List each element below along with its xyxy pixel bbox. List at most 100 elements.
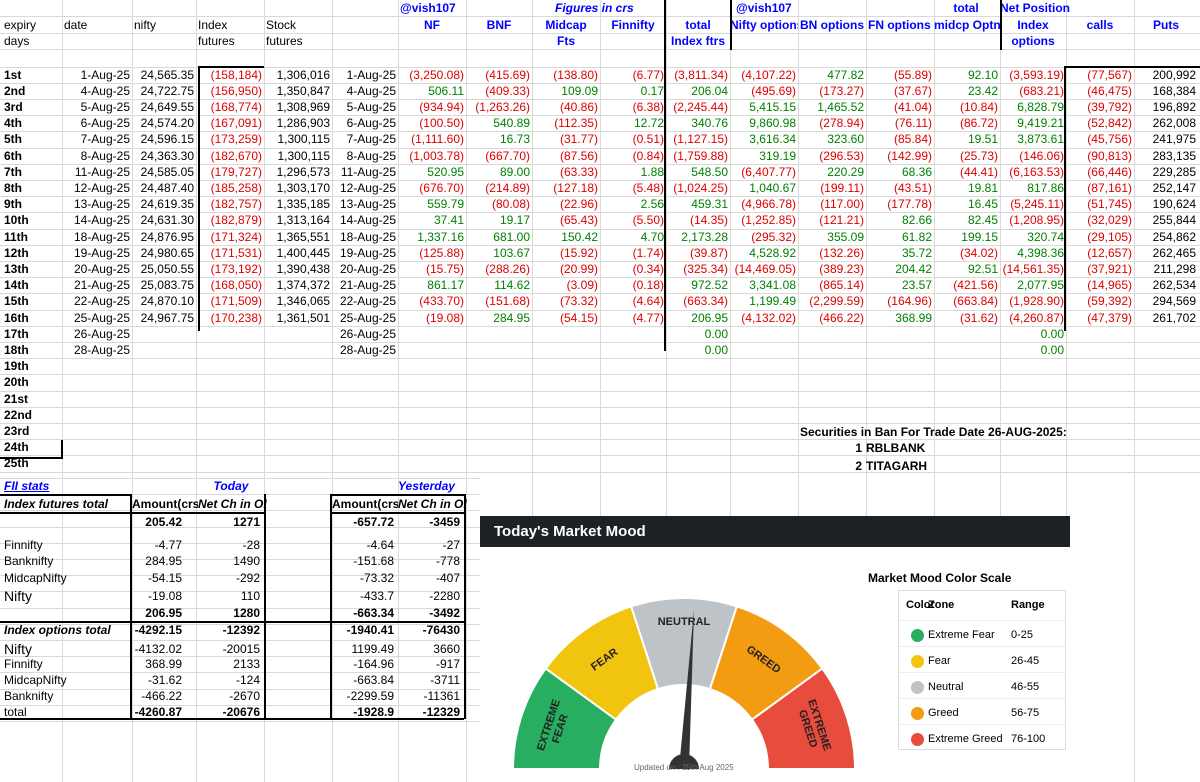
finnifty-cell[interactable]: (4.64) [632, 294, 664, 308]
fii-today-amount[interactable]: -19.08 [147, 589, 182, 603]
midcp-options-cell[interactable]: (421.56) [953, 278, 998, 292]
stock-futures-cell[interactable]: 1,300,115 [277, 149, 331, 163]
puts-cell[interactable]: 190,624 [1152, 197, 1196, 211]
index-options-cell[interactable]: 6,828.79 [1017, 100, 1064, 114]
date-cell[interactable]: 26-Aug-25 [339, 327, 396, 341]
fii-today-change[interactable]: 1271 [233, 515, 260, 529]
stock-futures-cell[interactable]: 1,306,016 [276, 68, 330, 82]
date-cell[interactable]: 20-Aug-25 [339, 262, 396, 276]
header-handle[interactable]: @vish107 [400, 1, 456, 15]
ban-item-number[interactable]: 1 [855, 441, 862, 455]
nifty-options-cell[interactable]: (4,107.22) [741, 68, 796, 82]
date-cell[interactable]: 11-Aug-25 [74, 165, 130, 179]
nf-cell[interactable]: (1,111.60) [411, 132, 464, 146]
nifty-cell[interactable]: 24,487.40 [140, 181, 194, 195]
fii-yesterday-amount[interactable]: -4.64 [366, 538, 394, 552]
nifty-options-cell[interactable]: (495.69) [751, 84, 796, 98]
finnifty-cell[interactable]: 12.72 [633, 116, 664, 130]
stock-futures-cell[interactable]: 1,361,501 [276, 311, 330, 325]
puts-cell[interactable]: 283,135 [1152, 149, 1196, 163]
fii-yesterday-change[interactable]: -3492 [429, 606, 460, 620]
index-futures-cell[interactable]: (158,184) [210, 68, 262, 82]
nf-cell[interactable]: (19.08) [425, 311, 464, 325]
fn-options-cell[interactable]: (164.96) [887, 294, 932, 308]
fii-yesterday-change[interactable]: -407 [435, 571, 460, 585]
midcap-cell[interactable]: (40.86) [559, 100, 598, 114]
fn-options-cell[interactable]: 368.99 [895, 311, 932, 325]
bn-options-cell[interactable]: 1,465.52 [817, 100, 864, 114]
bnf-cell[interactable]: (415.69) [485, 68, 530, 82]
calls-cell[interactable]: (46,475) [1087, 84, 1132, 98]
expiry-day-label[interactable]: 14th [4, 278, 29, 292]
fii-yesterday-amount[interactable]: -1940.41 [346, 623, 394, 637]
header-days[interactable]: days [4, 34, 30, 48]
stock-futures-cell[interactable]: 1,400,445 [276, 246, 330, 260]
fii-yesterday-amount[interactable]: -2299.59 [346, 689, 394, 703]
date-cell[interactable]: 13-Aug-25 [339, 197, 396, 211]
date-cell[interactable]: 14-Aug-25 [339, 213, 396, 227]
nf-cell[interactable]: 1,337.16 [417, 230, 464, 244]
finnifty-cell[interactable]: (6.77) [632, 68, 664, 82]
fii-today-change[interactable]: 1490 [233, 554, 260, 568]
index-options-cell[interactable]: (146.06) [1019, 149, 1064, 163]
fii-stats-title[interactable]: FII stats [4, 479, 50, 493]
date-cell[interactable]: 19-Aug-25 [339, 246, 396, 260]
midcap-cell[interactable]: (22.96) [559, 197, 598, 211]
index-options-cell[interactable]: 4,398.36 [1017, 246, 1064, 260]
expiry-day-label[interactable]: 6th [4, 149, 22, 163]
expiry-day-label[interactable]: 22nd [4, 408, 33, 422]
date-cell[interactable]: 4-Aug-25 [346, 84, 396, 98]
fii-today-amount[interactable]: -31.62 [147, 673, 182, 687]
calls-cell[interactable]: (52,842) [1087, 116, 1132, 130]
date-cell[interactable]: 25-Aug-25 [73, 311, 130, 325]
total-index-ftrs-cell[interactable]: (14.35) [689, 213, 728, 227]
date-cell[interactable]: 5-Aug-25 [80, 100, 130, 114]
calls-cell[interactable]: (77,567) [1087, 68, 1132, 82]
nifty-cell[interactable]: 24,574.20 [140, 116, 194, 130]
fn-options-cell[interactable]: 68.36 [901, 165, 932, 179]
header-total-index-ftrs[interactable]: total [685, 18, 711, 32]
stock-futures-cell[interactable]: 1,303,170 [276, 181, 330, 195]
fn-options-cell[interactable]: 61.82 [901, 230, 932, 244]
finnifty-cell[interactable]: (0.34) [632, 262, 664, 276]
fii-today-change[interactable]: -292 [235, 571, 260, 585]
fii-today-change[interactable]: 1280 [233, 606, 260, 620]
calls-cell[interactable]: (51,745) [1087, 197, 1132, 211]
calls-cell[interactable]: (87,161) [1087, 181, 1132, 195]
expiry-day-label[interactable]: 10th [4, 213, 29, 227]
index-futures-cell[interactable]: (170,238) [210, 311, 262, 325]
expiry-day-label[interactable]: 13th [4, 262, 29, 276]
total-index-ftrs-cell[interactable]: (663.34) [683, 294, 728, 308]
midcap-cell[interactable]: (15.92) [559, 246, 598, 260]
header-bn-options[interactable]: BN options [800, 18, 864, 32]
bn-options-cell[interactable]: (132.26) [819, 246, 864, 260]
fii-yesterday-change[interactable]: -11361 [423, 689, 460, 703]
expiry-day-label[interactable]: 12th [4, 246, 29, 260]
date-cell[interactable]: 18-Aug-25 [339, 230, 396, 244]
fii-today-amount[interactable]: 205.42 [145, 515, 182, 529]
date-cell[interactable]: 8-Aug-25 [346, 149, 396, 163]
fii-yesterday-change[interactable]: -76430 [422, 623, 460, 637]
midcp-options-cell[interactable]: (10.84) [959, 100, 998, 114]
expiry-day-label[interactable]: 9th [4, 197, 22, 211]
header-date[interactable]: date [64, 18, 88, 32]
bnf-cell[interactable]: 16.73 [499, 132, 530, 146]
fii-amount-header[interactable]: Amount(crs [132, 497, 198, 511]
header-midcap[interactable]: Fts [557, 34, 575, 48]
index-futures-cell[interactable]: (171,324) [210, 230, 262, 244]
bnf-cell[interactable]: 89.00 [499, 165, 530, 179]
fii-today-change[interactable]: -124 [235, 673, 260, 687]
nf-cell[interactable]: 861.17 [427, 278, 464, 292]
date-cell[interactable]: 13-Aug-25 [73, 197, 130, 211]
ban-list-title[interactable]: Securities in Ban For Trade Date 26-AUG-… [800, 425, 1067, 439]
bnf-cell[interactable]: (1,263.26) [475, 100, 530, 114]
total-index-ftrs-cell[interactable]: 0.00 [704, 343, 728, 357]
midcp-options-cell[interactable]: 19.51 [967, 132, 998, 146]
bn-options-cell[interactable]: (389.23) [819, 262, 864, 276]
ban-item-name[interactable]: RBLBANK [866, 441, 926, 455]
fii-yesterday-amount[interactable]: -164.96 [353, 657, 394, 671]
total-index-ftrs-cell[interactable]: 206.04 [691, 84, 728, 98]
index-futures-cell[interactable]: (185,258) [210, 181, 262, 195]
index-options-cell[interactable]: 817.86 [1027, 181, 1064, 195]
bnf-cell[interactable]: 284.95 [493, 311, 530, 325]
